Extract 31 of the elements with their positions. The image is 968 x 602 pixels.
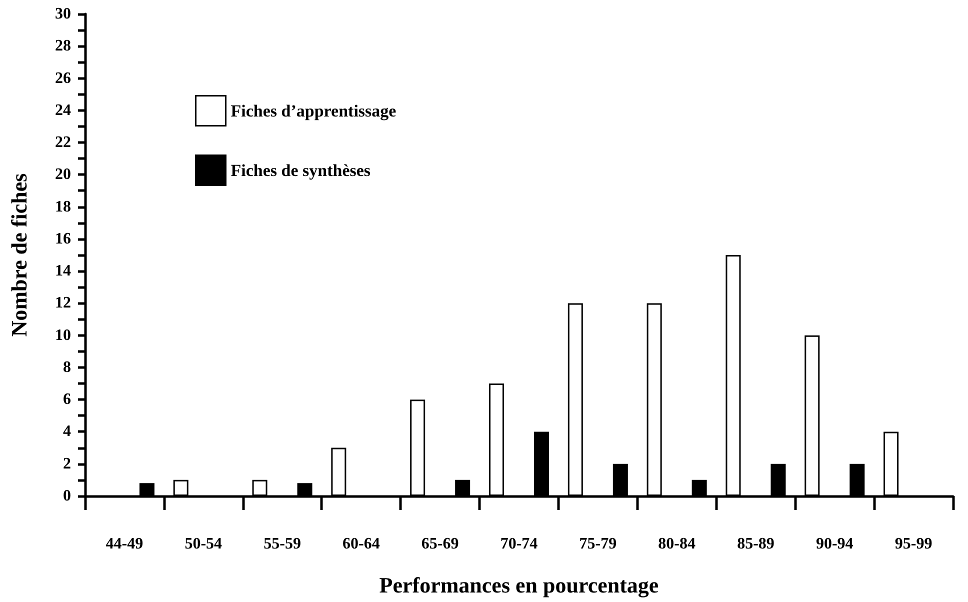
y-tick-label: 0 — [63, 488, 71, 504]
x-tick-label: 65-69 — [421, 536, 459, 552]
legend-label: Fiches de synthèses — [230, 160, 371, 180]
y-tick-label: 14 — [55, 262, 71, 280]
y-tick-label: 24 — [55, 102, 71, 119]
y-axis-title: Nombre de fiches — [6, 172, 32, 337]
x-tick-label: 90-94 — [816, 536, 854, 552]
legend-label: Fiches d’apprentissage — [230, 101, 397, 120]
x-tick-label: 70-74 — [500, 536, 538, 552]
y-tick-label: 4 — [63, 423, 71, 440]
x-tick-label: 75-79 — [579, 536, 617, 552]
x-tick-label: 95-99 — [894, 536, 932, 552]
x-tick-label: 60-64 — [342, 536, 380, 552]
y-tick-label: 6 — [63, 391, 71, 408]
x-tick-label: 44-49 — [106, 536, 144, 552]
x-tick-label: 80-84 — [658, 536, 696, 552]
y-tick-label: 22 — [55, 134, 71, 152]
y-tick-label: 28 — [55, 38, 71, 55]
y-tick-label: 16 — [55, 230, 71, 248]
y-tick-label: 30 — [55, 6, 71, 22]
y-tick-label: 20 — [55, 166, 71, 184]
x-tick-label: 50-54 — [184, 536, 222, 552]
y-tick-label: 12 — [55, 294, 71, 312]
y-tick-label: 8 — [63, 358, 71, 376]
y-tick-label: 2 — [63, 455, 71, 472]
x-tick-label: 85-89 — [737, 536, 774, 552]
x-tick-label: 55-59 — [264, 536, 301, 552]
y-tick-label: 10 — [55, 326, 71, 344]
y-tick-label: 26 — [55, 70, 71, 87]
x-axis-title: Performances en pourcentage — [379, 572, 659, 598]
y-tick-label: 18 — [55, 198, 71, 216]
